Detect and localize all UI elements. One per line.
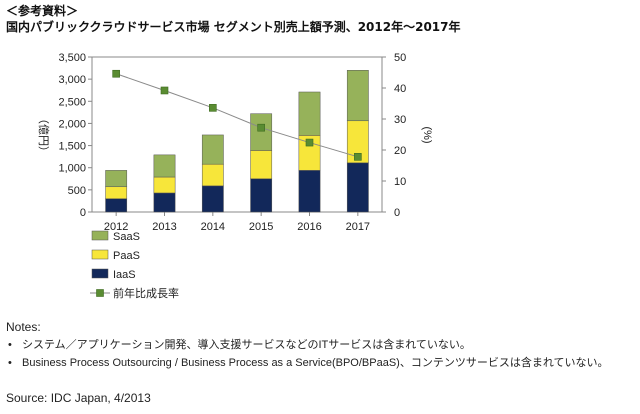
y-axis-label: （億円）: [37, 113, 50, 157]
x-tick-label: 2015: [249, 221, 273, 233]
legend-swatch-saas: [91, 230, 109, 241]
bar-iaas-2012: [105, 198, 128, 213]
bar-saas-2012: [105, 170, 128, 188]
bar-paas-2012: [105, 186, 128, 199]
bullet-icon: •: [8, 357, 12, 369]
legend-swatch-iaas: [91, 268, 109, 279]
bullet-icon: •: [8, 339, 12, 351]
legend-marker-growth: [96, 289, 104, 297]
legend-label-saas: SaaS: [113, 231, 140, 243]
reference-label: ＜参考資料＞: [6, 4, 79, 18]
y2-tick-label: 30: [394, 114, 406, 126]
legend-label-growth: 前年比成長率: [113, 286, 179, 300]
bar-saas-2017: [346, 70, 369, 122]
y2-tick-label: 0: [394, 207, 400, 219]
y-tick-label: 0: [80, 207, 86, 219]
growth-rate-point-2013: [160, 86, 169, 95]
x-tick-label: 2012: [104, 221, 128, 233]
y-tick-label: 3,500: [58, 52, 86, 64]
x-tick-label: 2016: [297, 221, 321, 233]
growth-rate-point-2015: [257, 123, 265, 132]
bar-paas-2014: [201, 163, 224, 187]
y-tick-label: 3,000: [58, 74, 86, 86]
legend-swatch-paas: [91, 249, 109, 260]
notes-heading: Notes:: [6, 320, 41, 334]
note-item-2: • Business Process Outsourcing / Busines…: [8, 356, 628, 371]
y2-tick-label: 10: [394, 176, 406, 188]
growth-rate-point-2016: [305, 138, 314, 147]
y-tick-label: 1,500: [58, 141, 86, 153]
bar-iaas-2014: [201, 185, 224, 213]
x-tick-label: 2017: [346, 221, 370, 233]
bar-saas-2016: [298, 91, 321, 136]
legend-label-iaas: IaaS: [113, 269, 136, 281]
chart-title: 国内パブリッククラウドサービス市場 セグメント別売上額予測、2012年〜2017…: [6, 20, 461, 34]
bar-iaas-2016: [298, 170, 321, 213]
y2-tick-label: 40: [394, 83, 406, 95]
bar-paas-2013: [153, 176, 176, 194]
y-tick-label: 2,500: [58, 96, 86, 108]
growth-rate-point-2014: [209, 104, 217, 112]
bar-iaas-2015: [250, 178, 273, 213]
y-tick-label: 2,000: [58, 118, 86, 130]
note-item-1: • システム／アプリケーション開発、導入支援サービスなどのITサービスは含まれて…: [8, 338, 628, 353]
bar-saas-2014: [201, 134, 224, 165]
note-item-2-text: Business Process Outsourcing / Business …: [22, 357, 609, 369]
note-item-1-text: システム／アプリケーション開発、導入支援サービスなどのITサービスは含まれていな…: [22, 339, 471, 351]
y2-tick-label: 20: [394, 145, 406, 157]
x-tick-label: 2013: [152, 221, 176, 233]
growth-rate-line: [116, 73, 358, 158]
chart-area: 0 500 1,000 1,500 2,000 2,500 3,000 3,500 0 10 20 3…: [37, 52, 433, 300]
bar-saas-2013: [153, 154, 176, 178]
plot-border: [91, 56, 383, 213]
bar-iaas-2013: [153, 192, 176, 213]
source-line: Source: IDC Japan, 4/2013: [6, 391, 151, 405]
y-tick-label: 500: [68, 185, 86, 197]
legend-label-paas: PaaS: [113, 250, 140, 262]
bar-saas-2015: [250, 113, 273, 151]
y-tick-label: 1,000: [58, 163, 86, 175]
x-tick-label: 2014: [201, 221, 225, 233]
y2-axis-label: (%): [421, 126, 433, 143]
y2-tick-label: 50: [394, 52, 406, 64]
bar-paas-2015: [250, 150, 273, 180]
growth-rate-point-2017: [354, 153, 362, 161]
bar-iaas-2017: [346, 162, 369, 213]
growth-rate-point-2012: [112, 69, 120, 78]
